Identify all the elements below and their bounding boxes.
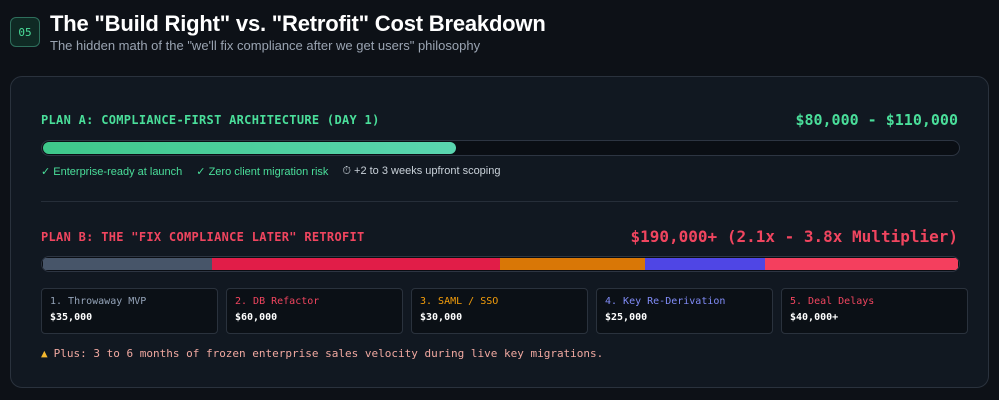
plan-b-bar-segment — [500, 258, 645, 270]
cost-item-title: 1. Throwaway MVP — [50, 296, 147, 307]
cost-item-box: 2. DB Refactor $60,000 — [226, 288, 403, 334]
plan-b-cost-boxes: 1. Throwaway MVP $35,000 2. DB Refactor $60… — [41, 288, 968, 334]
plan-b-bar-segment — [765, 258, 958, 270]
cost-item-value: $25,000 — [605, 312, 648, 323]
section-number-badge: 05 — [10, 17, 40, 47]
section-divider — [41, 201, 958, 202]
section-header: 05 The "Build Right" vs. "Retrofit" Cost… — [10, 11, 546, 53]
cost-item-value: $35,000 — [50, 312, 93, 323]
plan-a-feature: ✓ Enterprise-ready at launch — [41, 166, 183, 178]
cost-item-box: 3. SAML / SSO $30,000 — [411, 288, 588, 334]
cost-item-value: $60,000 — [235, 312, 278, 323]
plan-b-cost: $190,000+ (2.1x - 3.8x Multiplier) — [630, 227, 958, 246]
cost-item-title: 4. Key Re-Derivation — [605, 296, 726, 307]
plan-a-features: ✓ Enterprise-ready at launch ✓ Zero clien… — [41, 165, 514, 178]
cost-breakdown-card: PLAN A: COMPLIANCE-FIRST ARCHITECTURE (D… — [10, 76, 989, 388]
plan-a-feature: ⏱ +2 to 3 weeks upfront scoping — [342, 165, 501, 177]
plan-b-stacked-bar — [41, 256, 960, 272]
plan-b-header: PLAN B: THE "FIX COMPLIANCE LATER" RETRO… — [41, 227, 958, 246]
cost-item-box: 1. Throwaway MVP $35,000 — [41, 288, 218, 334]
warning-text: Plus: 3 to 6 months of frozen enterprise… — [53, 347, 604, 360]
plan-b-bar-segment — [644, 258, 766, 270]
plan-a-cost: $80,000 - $110,000 — [795, 111, 958, 129]
warning-note: ▲ Plus: 3 to 6 months of frozen enterpri… — [41, 347, 603, 360]
cost-item-title: 3. SAML / SSO — [420, 296, 499, 307]
plan-a-progress-fill — [43, 142, 456, 154]
cost-item-box: 4. Key Re-Derivation $25,000 — [596, 288, 773, 334]
page-subtitle: The hidden math of the "we'll fix compli… — [50, 38, 481, 53]
plan-b-bar-segment — [43, 258, 212, 270]
cost-item-box: 5. Deal Delays $40,000+ — [781, 288, 968, 334]
cost-item-value: $40,000+ — [790, 312, 839, 323]
plan-b-label: PLAN B: THE "FIX COMPLIANCE LATER" RETRO… — [41, 229, 365, 244]
cost-item-title: 5. Deal Delays — [790, 296, 875, 307]
warning-triangle-icon: ▲ — [41, 347, 48, 360]
page-title: The "Build Right" vs. "Retrofit" Cost Br… — [50, 11, 546, 36]
header-titles: The "Build Right" vs. "Retrofit" Cost Br… — [50, 11, 546, 53]
plan-a-header: PLAN A: COMPLIANCE-FIRST ARCHITECTURE (D… — [41, 111, 958, 129]
plan-a-progress-track — [41, 140, 960, 156]
cost-item-value: $30,000 — [420, 312, 463, 323]
plan-a-feature: ✓ Zero client migration risk — [196, 166, 329, 178]
plan-a-label: PLAN A: COMPLIANCE-FIRST ARCHITECTURE (D… — [41, 113, 380, 127]
plan-b-bar-segment — [211, 258, 501, 270]
cost-item-title: 2. DB Refactor — [235, 296, 320, 307]
